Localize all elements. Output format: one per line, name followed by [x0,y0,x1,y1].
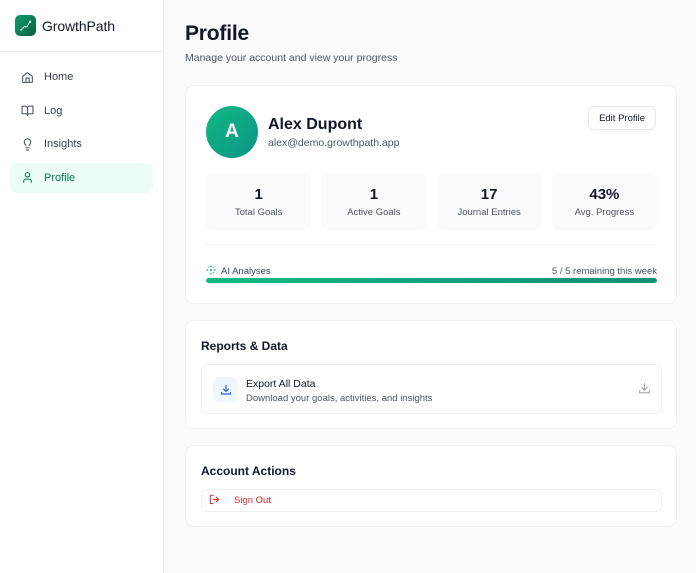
user-email: alex@demo.growthpath.app [268,137,400,149]
stat-value: 1 [254,185,263,203]
account-card: Account Actions Sign Out [185,445,677,527]
sign-out-button[interactable]: Sign Out [201,489,662,512]
sidebar: GrowthPath Home Log Insights Profile [0,0,164,573]
stat-label: Active Goals [347,206,401,218]
divider [206,244,657,245]
ai-analyses-label: AI Analyses [221,265,271,277]
sidebar-item-label: Home [44,71,74,83]
sidebar-item-label: Profile [44,171,76,184]
book-open-icon [20,104,34,118]
download-trailing-icon [638,382,651,400]
brand-name: GrowthPath [42,17,115,34]
lightbulb-icon [20,137,34,151]
sidebar-item-label: Insights [44,138,82,150]
ai-analyses-row: AI Analyses 5 / 5 remaining this week [206,262,657,280]
sidebar-item-label: Log [44,104,63,117]
stat-label: Total Goals [234,206,283,218]
stat-label: Avg. Progress [574,206,635,218]
stat-active-goals: 1 Active Goals [321,173,427,230]
growth-logo-icon [15,15,36,36]
stat-label: Journal Entries [457,206,521,218]
sidebar-item-profile[interactable]: Profile [10,162,153,193]
section-title: Reports & Data [201,339,288,353]
download-icon [213,377,238,402]
sidebar-item-log[interactable]: Log [10,96,153,126]
page-title: Profile [185,22,249,45]
stat-value: 43% [589,185,620,203]
export-all-data-button[interactable]: Export All Data Download your goals, act… [201,364,662,414]
avatar: A [206,106,258,158]
brand[interactable]: GrowthPath [0,0,163,52]
home-icon [20,70,34,84]
sign-out-label: Sign Out [234,495,271,506]
stat-avg-progress: 43% Avg. Progress [551,173,657,230]
stat-total-goals: 1 Total Goals [206,173,312,230]
sidebar-nav: Home Log Insights Profile [0,52,163,206]
stats-grid: 1 Total Goals 1 Active Goals 17 Journal … [206,173,657,230]
edit-profile-button[interactable]: Edit Profile [588,106,656,130]
profile-card: A Alex Dupont alex@demo.growthpath.app E… [185,85,677,304]
page-subtitle: Manage your account and view your progre… [185,52,398,64]
sidebar-item-home[interactable]: Home [10,62,153,92]
log-out-icon [209,492,220,510]
sidebar-item-insights[interactable]: Insights [10,129,153,159]
ai-progress-fill [206,278,657,283]
ai-progress-bar [206,278,657,283]
stat-value: 1 [369,185,379,203]
user-icon [20,171,34,185]
ai-remaining-text: 5 / 5 remaining this week [551,265,657,277]
user-name: Alex Dupont [268,116,363,133]
stat-journal-entries: 17 Journal Entries [436,173,542,230]
sparkles-icon [206,262,216,280]
export-subtitle: Download your goals, activities, and ins… [246,393,433,404]
section-title: Account Actions [201,464,296,478]
stat-value: 17 [480,185,498,203]
reports-card: Reports & Data Export All Data Download … [185,320,677,429]
export-title: Export All Data [246,378,316,390]
